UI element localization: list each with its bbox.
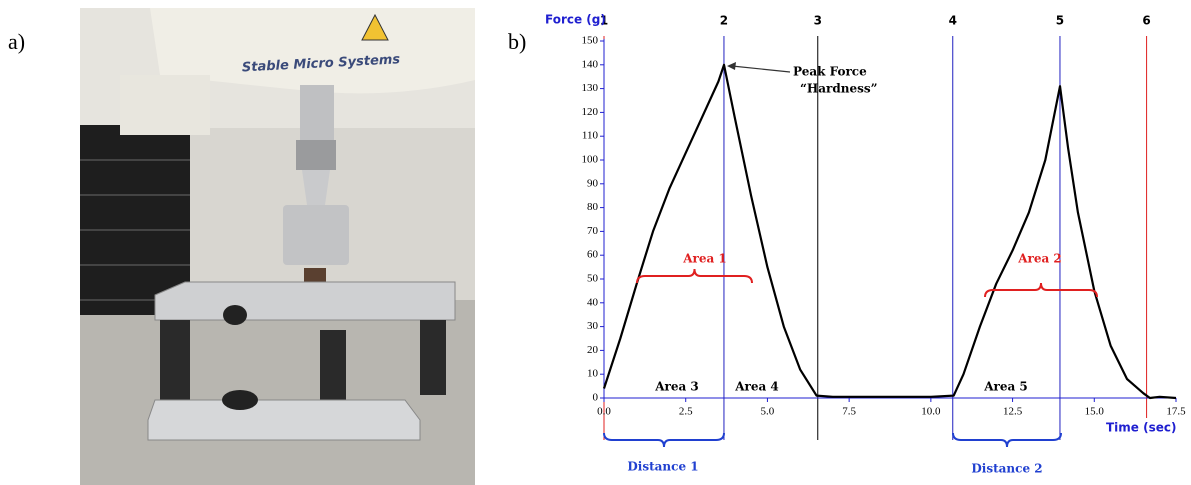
area-brace: [984, 282, 1098, 298]
panel-label: b): [508, 29, 526, 54]
y-tick-label: 50: [587, 273, 599, 285]
x-tick-label: 2.5: [679, 406, 693, 418]
y-tick-label: 120: [582, 106, 599, 118]
annotation: Area 4: [734, 380, 779, 394]
x-tick-label: 0.0: [597, 406, 611, 418]
panel-label: a): [8, 29, 25, 54]
distance-brace: [952, 432, 1062, 448]
annotation-arrowhead: [727, 62, 736, 70]
marker-label: 3: [814, 14, 822, 28]
marker-label: 1: [600, 14, 608, 28]
annotation: Area 5: [983, 380, 1028, 394]
marker-label: 2: [720, 14, 728, 28]
annotation-arrow: [731, 65, 791, 73]
y-tick-label: 70: [587, 225, 599, 237]
y-tick-label: 90: [587, 177, 599, 189]
annotation: Peak Force: [793, 65, 867, 79]
y-tick-label: 100: [582, 154, 599, 166]
marker-label: 5: [1056, 14, 1064, 28]
x-tick-label: 7.5: [842, 406, 856, 418]
y-tick-label: 140: [582, 58, 599, 70]
photo: Stable Micro Systems: [80, 8, 475, 485]
y-tick-label: 60: [587, 249, 599, 261]
y-tick-label: 20: [587, 344, 599, 356]
x-tick-label: 12.5: [1003, 406, 1023, 418]
x-tick-label: 15.0: [1085, 406, 1105, 418]
x-tick-label: 17.5: [1166, 406, 1186, 418]
annotation: Distance 2: [971, 462, 1042, 476]
force-curve: [602, 63, 1177, 400]
y-tick-label: 80: [587, 201, 599, 213]
y-tick-label: 110: [582, 130, 599, 142]
annotation: Area 1: [682, 252, 727, 266]
annotation: Distance 1: [627, 460, 698, 474]
marker-label: 6: [1142, 14, 1150, 28]
x-tick-label: 10.0: [921, 406, 941, 418]
distance-brace: [603, 432, 725, 448]
y-axis-title: Force (g): [545, 13, 606, 27]
y-tick-label: 10: [587, 368, 599, 380]
area-brace: [636, 268, 753, 284]
x-tick-label: 5.0: [761, 406, 775, 418]
y-tick-label: 30: [587, 320, 599, 332]
y-tick-label: 150: [582, 35, 599, 47]
annotation: Area 3: [654, 380, 699, 394]
y-tick-label: 0: [593, 392, 599, 404]
y-tick-label: 130: [582, 82, 599, 94]
y-tick-label: 40: [587, 296, 599, 308]
annotation: “Hardness”: [800, 82, 878, 96]
marker-label: 4: [949, 14, 957, 28]
x-axis-title: Time (sec): [1106, 421, 1176, 435]
annotation: Area 2: [1017, 252, 1062, 266]
